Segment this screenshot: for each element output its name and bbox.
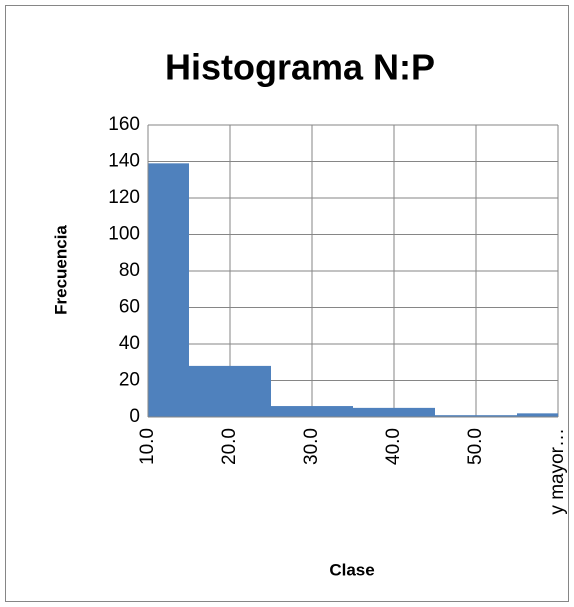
bar [435, 415, 517, 417]
bar [517, 413, 558, 417]
x-tick-label: 50.0 [465, 428, 486, 465]
y-tick-label: 120 [108, 187, 140, 208]
y-tick-label: 100 [108, 224, 140, 245]
x-axis-label: Clase [329, 560, 374, 579]
y-axis-label: Frecuencia [51, 225, 70, 315]
y-tick-label: 80 [119, 260, 140, 281]
x-tick-label: 40.0 [383, 428, 404, 465]
y-tick-label: 160 [108, 114, 140, 135]
x-tick-label: 10.0 [137, 428, 158, 465]
y-tick-label: 20 [119, 370, 140, 391]
chart-title: Histograma N:P [165, 47, 435, 88]
bar [148, 163, 189, 417]
y-tick-label: 40 [119, 333, 140, 354]
y-tick-label: 140 [108, 151, 140, 172]
y-tick-label: 0 [129, 406, 140, 427]
bar [353, 407, 435, 417]
x-tick-label: 30.0 [301, 428, 322, 465]
y-tick-label: 60 [119, 297, 140, 318]
bar [189, 365, 271, 417]
bar [271, 406, 353, 417]
x-tick-label: y mayor… [547, 428, 568, 515]
chart-frame [5, 5, 569, 602]
x-tick-label: 20.0 [219, 428, 240, 465]
